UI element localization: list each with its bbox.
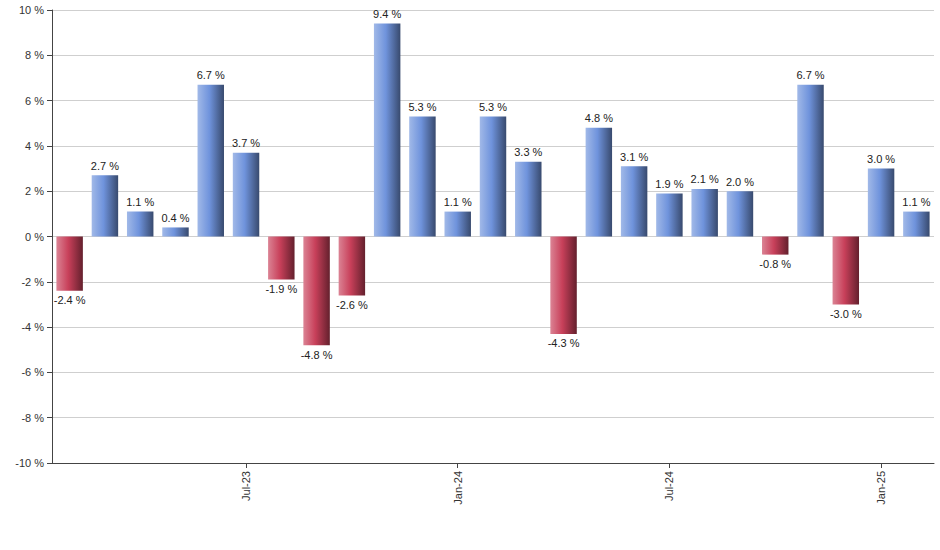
svg-text:1.1 %: 1.1 % [902,196,930,208]
svg-text:1.1 %: 1.1 % [126,196,154,208]
svg-text:-3.0 %: -3.0 % [830,308,862,320]
svg-text:Jan-25: Jan-25 [875,471,887,505]
svg-text:3.7 %: 3.7 % [232,137,260,149]
svg-text:1.9 %: 1.9 % [655,178,683,190]
svg-text:-0.8 %: -0.8 % [759,258,791,270]
svg-text:5.3 %: 5.3 % [408,101,436,113]
svg-text:4 %: 4 % [25,140,44,152]
svg-text:3.1 %: 3.1 % [620,151,648,163]
svg-text:5.3 %: 5.3 % [479,101,507,113]
svg-text:0 %: 0 % [25,231,44,243]
svg-text:9.4 %: 9.4 % [373,8,401,20]
svg-text:Jul-24: Jul-24 [663,471,675,501]
svg-text:0.4 %: 0.4 % [161,212,189,224]
svg-text:-2.6 %: -2.6 % [336,299,368,311]
svg-text:-4 %: -4 % [21,321,44,333]
svg-text:10 %: 10 % [19,4,44,16]
svg-text:1.1 %: 1.1 % [444,196,472,208]
svg-text:8 %: 8 % [25,49,44,61]
svg-text:Jul-23: Jul-23 [240,471,252,501]
svg-text:3.3 %: 3.3 % [514,146,542,158]
svg-text:6.7 %: 6.7 % [796,69,824,81]
svg-text:-4.8 %: -4.8 % [301,349,333,361]
svg-text:-2 %: -2 % [21,276,44,288]
svg-text:-1.9 %: -1.9 % [265,283,297,295]
svg-text:-2.4 %: -2.4 % [54,294,86,306]
svg-text:3.0 %: 3.0 % [867,153,895,165]
svg-text:-8 %: -8 % [21,412,44,424]
svg-text:-4.3 %: -4.3 % [548,337,580,349]
svg-text:Jan-24: Jan-24 [452,471,464,505]
svg-text:6 %: 6 % [25,95,44,107]
svg-text:-10 %: -10 % [15,457,44,469]
svg-text:6.7 %: 6.7 % [197,69,225,81]
svg-text:4.8 %: 4.8 % [585,112,613,124]
svg-text:2.7 %: 2.7 % [91,160,119,172]
svg-text:2.0 %: 2.0 % [726,176,754,188]
svg-text:-6 %: -6 % [21,366,44,378]
svg-text:2 %: 2 % [25,185,44,197]
svg-text:2.1 %: 2.1 % [691,173,719,185]
